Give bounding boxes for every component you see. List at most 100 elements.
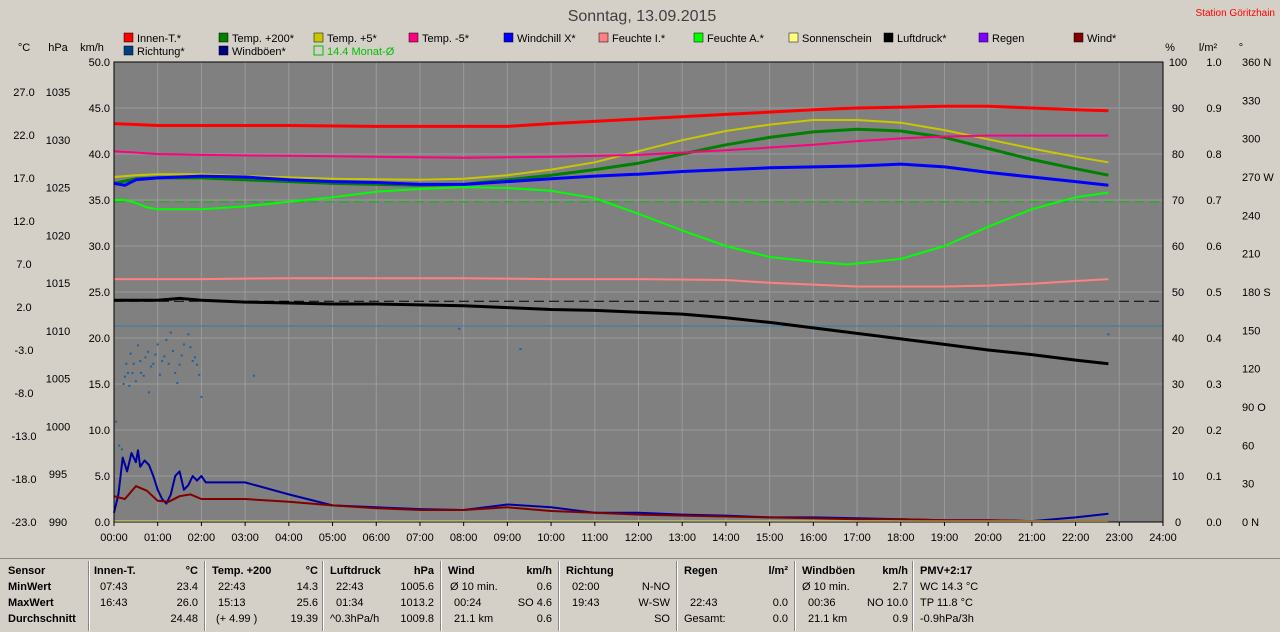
y-percent-tick-label: 10 xyxy=(1172,471,1184,483)
x-tick-label: 11:00 xyxy=(581,532,608,544)
series-line xyxy=(114,186,1109,266)
stats-windboeen-distance: 21.1 km xyxy=(808,613,848,625)
direction-point xyxy=(165,338,168,341)
y-rain-tick-label: 0.5 xyxy=(1206,287,1221,299)
stats-temp200-header: Temp. +200 xyxy=(212,565,272,577)
y-direction-tick-label: 150 xyxy=(1242,325,1260,337)
series-line xyxy=(114,296,1109,366)
x-tick-label: 05:00 xyxy=(319,532,347,544)
y-pressure-tick-label: 995 xyxy=(49,469,67,481)
y-pressure-tick-label: 1030 xyxy=(46,135,70,147)
stats-temp200-column: Temp. +200 °C 22:43 14.3 15:13 25.6 (+ 4.99… xyxy=(212,563,318,627)
y-main-tick-label: 5.0 xyxy=(95,471,110,483)
direction-point xyxy=(172,349,175,352)
legend-swatch xyxy=(313,32,324,43)
legend-label: Temp. -5* xyxy=(422,33,470,45)
y-main-tick-label: 30.0 xyxy=(89,241,110,253)
direction-point xyxy=(193,356,196,359)
x-tick-label: 14:00 xyxy=(712,532,740,544)
stats-innen-min-time: 07:43 xyxy=(100,581,128,593)
stats-luftdruck-max-time: 01:34 xyxy=(336,597,364,609)
y-direction-tick-label: 240 xyxy=(1242,210,1260,222)
stats-richtung-max-value: W-SW xyxy=(638,597,670,609)
series-line xyxy=(113,104,1109,128)
legend-label: Luftdruck* xyxy=(897,33,947,45)
y-temp-tick-label: 12.0 xyxy=(13,216,34,228)
y-temp-tick-label: 7.0 xyxy=(16,259,31,271)
y-direction-tick-label: 270 W xyxy=(1242,172,1274,184)
x-tick-label: 24:00 xyxy=(1149,532,1177,544)
direction-point xyxy=(182,343,185,346)
x-tick-label: 04:00 xyxy=(275,532,303,544)
y-percent-tick-label: 30 xyxy=(1172,379,1184,391)
x-tick-label: 03:00 xyxy=(231,532,259,544)
y-rain-tick-label: 0.3 xyxy=(1206,379,1221,391)
y-percent-tick-label: 90 xyxy=(1172,103,1184,115)
stats-temp200-min-time: 22:43 xyxy=(218,581,246,593)
y-main-tick-label: 0.0 xyxy=(95,517,110,529)
y-direction-tick-label: 60 xyxy=(1242,440,1254,452)
legend-swatch xyxy=(123,45,134,56)
legend-swatch xyxy=(218,32,229,43)
stats-innen-unit: °C xyxy=(185,565,198,577)
y-temp-tick-label: 27.0 xyxy=(13,87,34,99)
stats-wind-distance: 21.1 km xyxy=(454,613,494,625)
x-tick-label: 09:00 xyxy=(494,532,522,544)
direction-point xyxy=(134,380,137,383)
x-tick-label: 21:00 xyxy=(1018,532,1046,544)
direction-point xyxy=(132,362,135,365)
stats-pmv-header: PMV+2:17 xyxy=(920,565,973,577)
stats-temp200-avg-note: (+ 4.99 ) xyxy=(216,613,258,625)
direction-point xyxy=(147,350,150,353)
y-main-tick-label: 20.0 xyxy=(89,333,110,345)
direction-point xyxy=(128,384,131,387)
direction-point xyxy=(178,363,181,366)
direction-point xyxy=(118,444,121,447)
direction-point xyxy=(458,327,461,330)
unit-wind: km/h xyxy=(80,42,104,54)
stats-pmv-pressure-trend: -0.9hPa/3h xyxy=(920,613,974,625)
direction-point xyxy=(1107,333,1110,336)
direction-point xyxy=(129,352,132,355)
chart-area: 00:00 01:00 02:00 03:00 04:00 05:00 06:00 07:00… xyxy=(11,8,1275,544)
stats-wind-unit: km/h xyxy=(526,565,552,577)
stats-luftdruck-avg-value: 1009.8 xyxy=(400,613,434,625)
x-tick-label: 23:00 xyxy=(1106,532,1134,544)
stats-richtung-header: Richtung xyxy=(566,565,614,577)
direction-point xyxy=(196,363,199,366)
y-temp-tick-label: -3.0 xyxy=(15,345,34,357)
unit-degree: ° xyxy=(1239,42,1243,54)
stats-wind-max-value: SO 4.6 xyxy=(517,597,552,609)
legend-swatch xyxy=(503,32,514,43)
stats-richtung-min-value: N-NO xyxy=(641,581,670,593)
y-direction-tick-label: 330 xyxy=(1242,95,1260,107)
y-direction-tick-label: 360 N xyxy=(1242,57,1271,69)
direction-point xyxy=(147,391,150,394)
unit-pressure: hPa xyxy=(48,42,68,54)
stats-innen-column: Innen-T. °C 07:43 23.4 16:43 26.0 24.48 xyxy=(94,563,198,627)
x-tick-label: 01:00 xyxy=(144,532,172,544)
stats-luftdruck-min-time: 22:43 xyxy=(336,581,364,593)
chart-title: Sonntag, 13.09.2015 xyxy=(568,8,717,25)
stats-sensor-column: Sensor MinWert MaxWert Durchschnitt xyxy=(8,563,88,627)
y-rain-tick-label: 0.0 xyxy=(1206,517,1221,529)
stats-windboeen-header: Windböen xyxy=(802,565,856,577)
y-rain-tick-label: 0.8 xyxy=(1206,149,1221,161)
legend-swatch xyxy=(218,45,229,56)
stats-richtung-avg-value: SO xyxy=(654,613,670,625)
legend-label: 14.4 Monat-Ø xyxy=(327,46,395,58)
direction-point xyxy=(180,354,183,357)
direction-point xyxy=(169,331,172,334)
stats-regen-total-label: Gesamt: xyxy=(684,613,726,625)
x-tick-label: 10:00 xyxy=(537,532,565,544)
legend-label: Feuchte I.* xyxy=(612,33,666,45)
legend-label: Temp. +200* xyxy=(232,33,295,45)
direction-point xyxy=(158,373,161,376)
direction-point xyxy=(150,365,153,368)
direction-point xyxy=(187,333,190,336)
stats-wind-max-time: 00:24 xyxy=(454,597,482,609)
stats-regen-total-value: 0.0 xyxy=(772,613,788,625)
x-tick-label: 02:00 xyxy=(188,532,216,544)
stats-windboeen-max-time: 00:36 xyxy=(808,597,836,609)
y-percent-tick-label: 60 xyxy=(1172,241,1184,253)
